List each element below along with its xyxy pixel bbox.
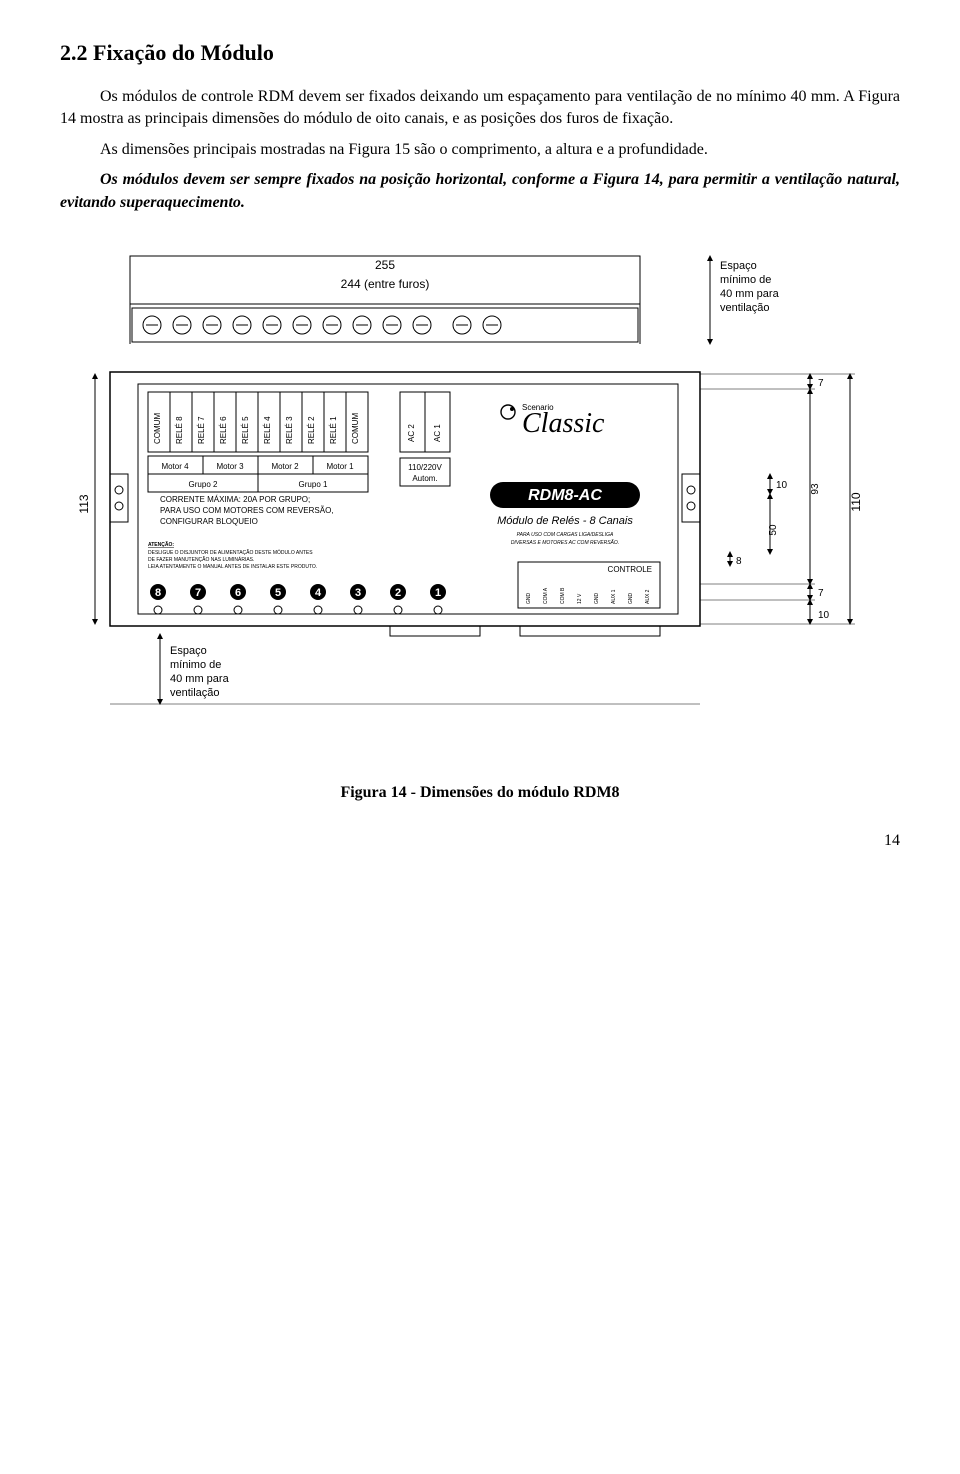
svg-text:PARA USO COM CARGAS LIGA/DESLI: PARA USO COM CARGAS LIGA/DESLIGA xyxy=(517,532,614,538)
svg-text:Módulo de Relés - 8 Canais: Módulo de Relés - 8 Canais xyxy=(497,515,633,527)
svg-text:RDM8-AC: RDM8-AC xyxy=(528,487,602,504)
dim-113: 113 xyxy=(77,494,91,513)
svg-text:Motor 1: Motor 1 xyxy=(326,462,354,471)
svg-text:50: 50 xyxy=(768,524,779,536)
svg-text:AC 2: AC 2 xyxy=(407,424,416,442)
svg-text:Autom.: Autom. xyxy=(412,474,437,483)
svg-text:93: 93 xyxy=(810,483,821,495)
svg-text:GND: GND xyxy=(526,592,532,604)
svg-text:Motor 4: Motor 4 xyxy=(161,462,189,471)
svg-text:AC 1: AC 1 xyxy=(433,424,442,442)
svg-text:RELÉ 7: RELÉ 7 xyxy=(197,416,206,444)
figure-caption: Figura 14 - Dimensões do módulo RDM8 xyxy=(60,784,900,802)
svg-text:RELÉ 3: RELÉ 3 xyxy=(285,416,294,444)
svg-text:RELÉ 4: RELÉ 4 xyxy=(263,416,272,444)
dim-110: 110 xyxy=(849,492,863,511)
ventilation-note-bottom: Espaço mínimo de 40 mm para ventilação xyxy=(170,645,232,699)
paragraph-emphasis: Os módulos devem ser sempre fixados na p… xyxy=(60,169,900,214)
paragraph-2: As dimensões principais mostradas na Fig… xyxy=(60,139,900,161)
svg-text:6: 6 xyxy=(235,587,241,599)
svg-text:GND: GND xyxy=(594,592,600,604)
svg-text:Grupo 2: Grupo 2 xyxy=(189,480,218,489)
svg-text:RELÉ 2: RELÉ 2 xyxy=(307,416,316,444)
svg-text:7: 7 xyxy=(195,587,201,599)
svg-text:3: 3 xyxy=(355,587,361,599)
svg-text:5: 5 xyxy=(275,587,281,599)
channel-row: 8 7 6 5 4 3 2 1 xyxy=(150,584,446,614)
svg-text:COM A: COM A xyxy=(543,587,549,604)
svg-text:CONTROLE: CONTROLE xyxy=(608,565,652,574)
paragraph-1: Os módulos de controle RDM devem ser fix… xyxy=(60,86,900,131)
svg-text:AUX 2: AUX 2 xyxy=(645,589,651,604)
svg-text:Motor 2: Motor 2 xyxy=(271,462,299,471)
svg-text:12 V: 12 V xyxy=(577,593,583,604)
svg-text:DESLIGUE O DISJUNTOR DE ALIMEN: DESLIGUE O DISJUNTOR DE ALIMENTAÇÃO DEST… xyxy=(148,549,313,556)
svg-text:RELÉ 5: RELÉ 5 xyxy=(241,416,250,444)
module-dimensions-diagram: 255 244 (entre furos) xyxy=(60,244,900,764)
svg-text:7: 7 xyxy=(818,378,824,389)
svg-text:8: 8 xyxy=(736,556,742,567)
svg-text:10: 10 xyxy=(818,610,830,621)
svg-text:4: 4 xyxy=(315,587,322,599)
svg-text:Classic: Classic xyxy=(522,408,605,439)
svg-text:AUX 1: AUX 1 xyxy=(611,589,617,604)
svg-text:110/220V: 110/220V xyxy=(408,463,442,472)
svg-text:COM B: COM B xyxy=(560,587,566,604)
svg-text:2: 2 xyxy=(395,587,401,599)
dim-255: 255 xyxy=(375,258,395,272)
svg-text:Grupo 1: Grupo 1 xyxy=(299,480,328,489)
svg-text:RELÉ 6: RELÉ 6 xyxy=(219,416,228,444)
svg-text:COMUM: COMUM xyxy=(153,413,162,444)
section-heading: 2.2 Fixação do Módulo xyxy=(60,40,900,66)
svg-text:RELÉ 1: RELÉ 1 xyxy=(329,416,338,444)
svg-text:LEIA ATENTAMENTE O MANUAL ANTE: LEIA ATENTAMENTE O MANUAL ANTES DE INSTA… xyxy=(148,564,317,570)
svg-text:DIVERSAS E MOTORES AC COM REVE: DIVERSAS E MOTORES AC COM REVERSÃO. xyxy=(511,539,619,546)
svg-text:ATENÇÃO:: ATENÇÃO: xyxy=(148,541,174,548)
svg-text:CORRENTE MÁXIMA: 20A POR GRUPO: CORRENTE MÁXIMA: 20A POR GRUPO; xyxy=(160,495,310,504)
svg-text:RELÉ 8: RELÉ 8 xyxy=(175,416,184,444)
svg-text:PARA USO COM MOTORES COM REVER: PARA USO COM MOTORES COM REVERSÃO, xyxy=(160,506,334,515)
svg-text:GND: GND xyxy=(628,592,634,604)
svg-text:1: 1 xyxy=(435,587,441,599)
svg-text:7: 7 xyxy=(818,588,824,599)
svg-text:CONFIGURAR BLOQUEIO: CONFIGURAR BLOQUEIO xyxy=(160,517,258,526)
svg-text:Motor 3: Motor 3 xyxy=(216,462,244,471)
dim-244: 244 (entre furos) xyxy=(341,277,430,291)
page-number: 14 xyxy=(60,832,900,850)
svg-text:10: 10 xyxy=(776,480,788,491)
svg-text:DE FAZER MANUTENÇÃO NAS LUMINÁ: DE FAZER MANUTENÇÃO NAS LUMINÁRIAS. xyxy=(148,556,254,563)
svg-text:8: 8 xyxy=(155,587,161,599)
svg-text:COMUM: COMUM xyxy=(351,413,360,444)
ventilation-note-top: Espaço mínimo de 40 mm para ventilação xyxy=(720,260,782,314)
